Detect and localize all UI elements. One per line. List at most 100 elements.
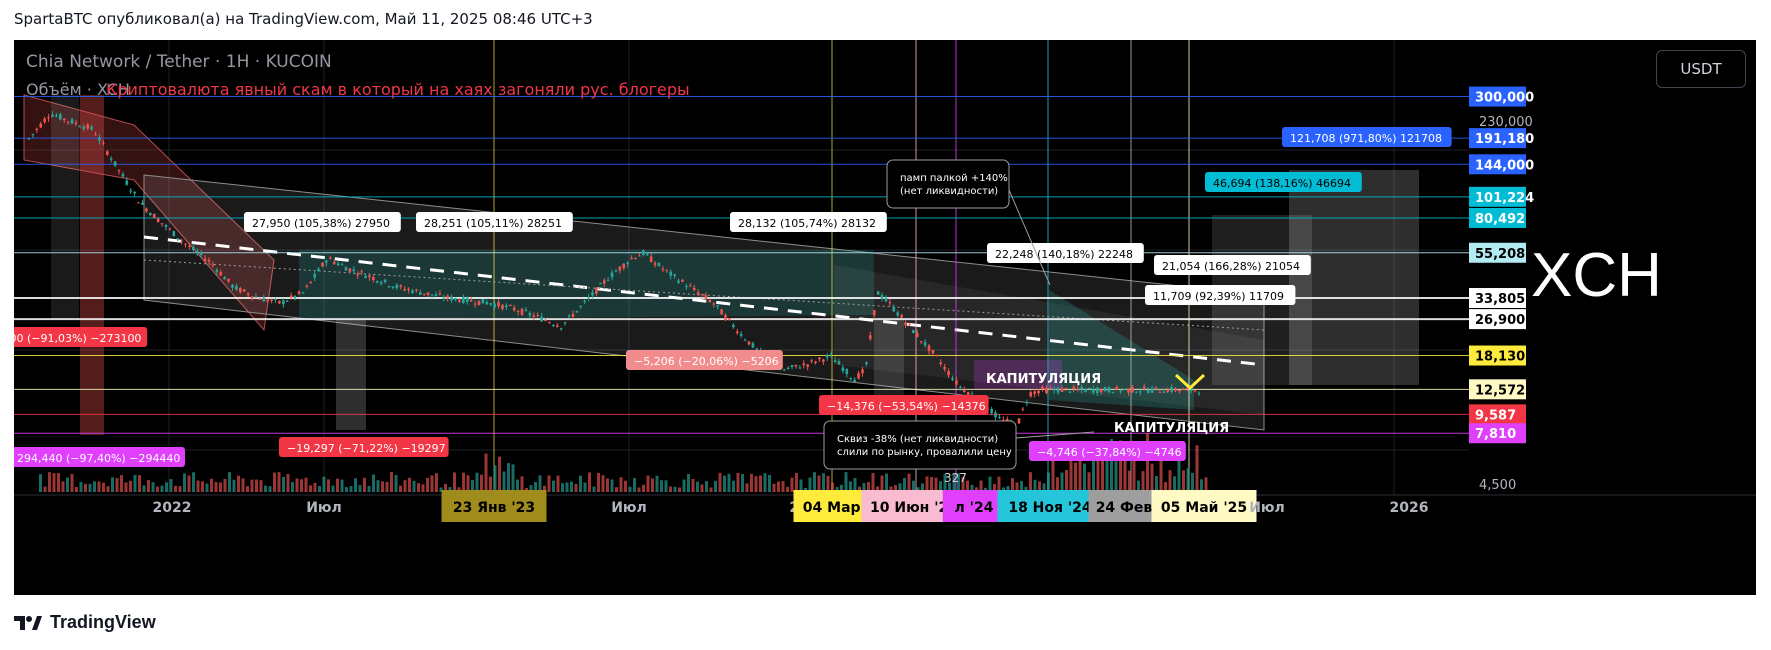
volume-bar [241,478,245,492]
candle-body [372,277,375,281]
volume-bar [633,478,636,492]
volume-bar [124,482,128,492]
volume-bar [39,474,42,492]
candle-body [712,303,716,305]
candle-body [340,264,344,266]
volume-bar [1110,438,1113,492]
candle-body [1107,387,1111,393]
candle-body [1146,389,1150,393]
volume-bar [547,475,551,492]
volume-bar [1060,472,1064,492]
measure-label: −14,376 (−53,54%) −14376 [827,400,986,413]
currency-button[interactable]: USDT [1656,50,1746,88]
volume-bar [1177,459,1181,492]
volume-bar [988,476,992,492]
candle-body [399,285,403,287]
candle-body [254,296,258,298]
volume-bar [417,483,420,492]
volume-bar [579,475,582,492]
volume-bar [381,481,384,492]
candle-body [614,271,618,273]
price-chart[interactable]: 3,100 (−91,03%) −273100 294,440 (−97,40%)… [14,40,1756,595]
candle-body [438,293,442,295]
candle-body [837,361,841,365]
volume-bar [597,472,600,492]
volume-bar [997,476,1001,492]
candle-body [199,252,203,256]
candle-body [1045,387,1048,394]
volume-bar [615,487,618,492]
candle-body [105,151,109,155]
volume-legend[interactable]: Объём · XCH [26,80,130,99]
candle-body [258,298,262,300]
candle-body [912,330,915,334]
candle-body [1166,389,1169,393]
measure-label: −19,297 (−71,22%) −19297 [287,442,446,455]
volume-bar [322,476,326,492]
candle-body [246,293,250,296]
candle-body [755,348,759,351]
candle-body [634,257,637,259]
candle-body [540,316,543,322]
candle-body [1150,388,1154,393]
measure-label-bg [987,243,1144,263]
volume-bar [196,480,200,492]
volume-bar [255,479,258,492]
volume-bar [1137,480,1140,492]
volume-bar [48,472,51,492]
candle-body [121,173,125,177]
volume-bar [637,487,641,492]
time-tick-label: Июл [306,500,342,516]
ticker-watermark: XCH [1531,241,1662,310]
volume-bar [43,486,47,492]
candle-body [27,138,31,140]
volume-bar [489,476,492,492]
candle-body [375,280,379,283]
volume-bar [160,485,164,492]
volume-bar [1033,479,1037,492]
candle-body [822,359,825,362]
candle-body [129,190,133,192]
measure-label: 46,694 (138,16%) 46694 [1213,177,1351,190]
volume-bar [336,478,339,492]
volume-bar [565,482,569,492]
measure-label: 294,440 (−97,40%) −294440 [17,452,180,465]
candle-body [532,315,536,317]
volume-bar [1101,441,1104,492]
candle-body [876,291,880,295]
volume-bar [309,485,312,492]
candle-body [379,282,383,284]
candle-body [923,342,927,346]
candle-body [708,299,712,303]
measure-label: 27,950 (105,38%) 27950 [252,217,390,230]
candle-body [661,268,665,270]
candle-body [845,369,849,375]
chart-area[interactable]: 3,100 (−91,03%) −273100 294,440 (−97,40%)… [14,40,1756,595]
candle-body [1029,392,1033,397]
volume-bar [718,472,722,492]
volume-bar [372,474,375,492]
candle-body [102,142,105,144]
volume-bar [930,477,933,492]
volume-bar [975,487,978,492]
volume-bar [1096,456,1100,492]
footer-brand[interactable]: TradingView [50,612,156,632]
candle-body [145,208,148,212]
candle-body [192,246,195,250]
annotation-pump-line2: (нет ликвидности) [900,186,998,197]
candle-body [90,126,93,130]
candle-body [673,274,676,276]
measure-label: 3,100 (−91,03%) −273100 [14,332,141,345]
symbol-legend[interactable]: Chia Network / Tether · 1H · KUCOIN [26,52,332,72]
measurement-labels: 3,100 (−91,03%) −273100 294,440 (−97,40%)… [14,127,1452,467]
candle-body [622,263,626,269]
volume-bar [642,484,645,492]
price-tag-bg [1469,86,1526,107]
candle-body [606,279,610,281]
tradingview-logo-icon[interactable] [14,615,42,631]
candle-body [1162,391,1166,393]
volume-bar [678,487,681,492]
candle-body [1185,387,1189,389]
volume-bar [1029,472,1032,492]
measure-label-bg [1154,255,1311,275]
